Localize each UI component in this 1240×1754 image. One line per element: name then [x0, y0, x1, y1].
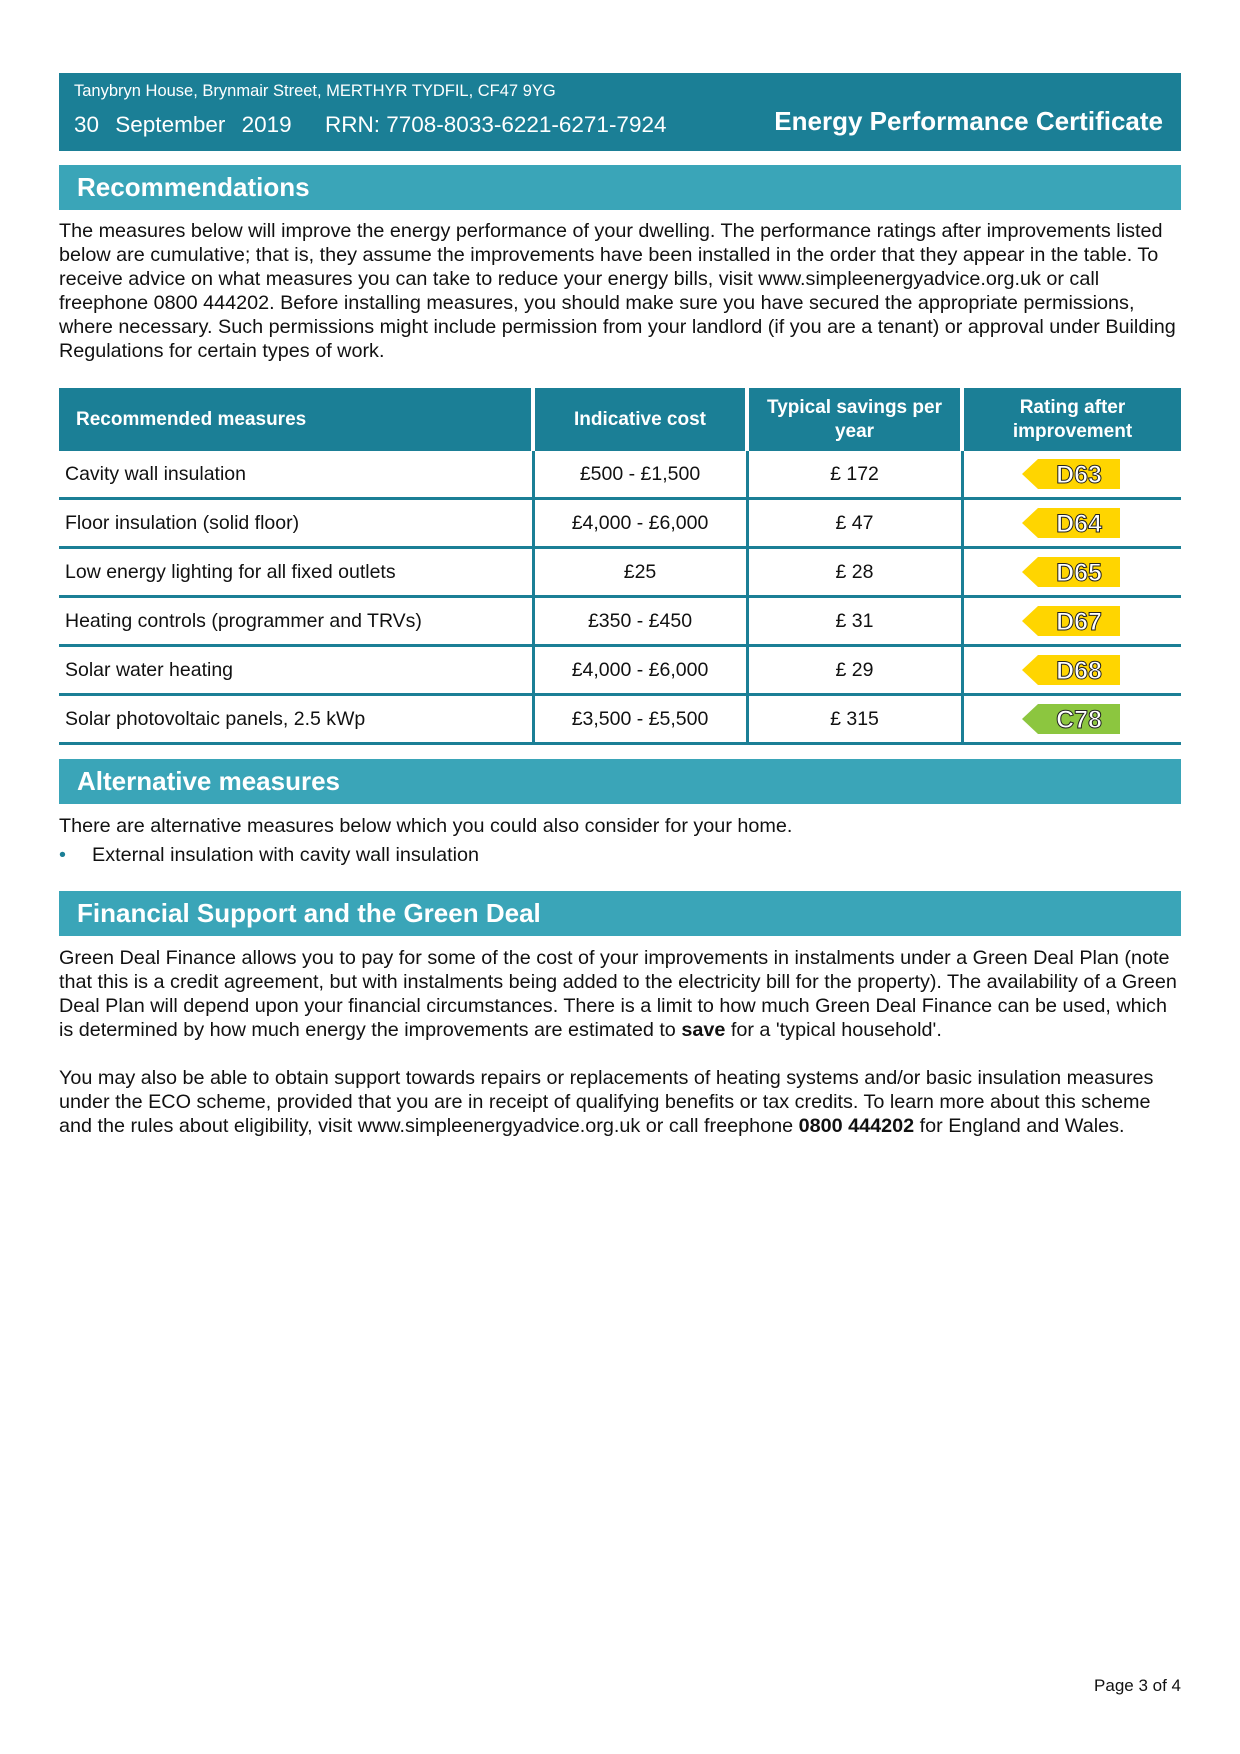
- cost: £4,000 - £6,000: [531, 645, 747, 696]
- paragraph: You may also be able to obtain support t…: [59, 1066, 1184, 1138]
- badge-arrow: [1022, 704, 1121, 734]
- header-band: Tanybryn House, Brynmair Street, MERTHYR…: [59, 73, 1181, 151]
- financial-text: Green Deal Finance allows you to pay for…: [59, 946, 1184, 1162]
- badge-arrow: [1022, 557, 1121, 587]
- recommendations-table: Recommended measures Indicative cost Typic…: [59, 388, 1181, 745]
- header-row: Recommended measures Indicative cost Typic…: [59, 388, 1181, 451]
- cost: £3,500 - £5,500: [531, 694, 747, 745]
- alt-list: • External insulation with cavity wall in…: [59, 844, 1179, 867]
- text: for England and Wales.: [914, 1115, 1125, 1137]
- savings: £ 172: [745, 451, 962, 500]
- rrn: RRN: 7708-8033-6221-6271-7924: [325, 112, 667, 137]
- rating-cell: D68: [960, 645, 1181, 696]
- table-row: Cavity wall insulation £500 - £1,500 £ 172…: [59, 451, 1181, 500]
- section-heading: Alternative measures: [59, 759, 1181, 804]
- measure: Heating controls (programmer and TRVs): [59, 596, 533, 647]
- rating-cell: D63: [960, 451, 1181, 500]
- column-header: Recommended measures: [59, 388, 533, 451]
- rating-badge: C78: [1022, 704, 1121, 735]
- column-header: Typical savings per year: [745, 388, 962, 451]
- rating: D64: [1056, 510, 1102, 538]
- text: You may also be able to obtain support t…: [59, 1067, 1154, 1137]
- badge-arrow: [1022, 655, 1121, 685]
- bullet: •: [59, 844, 66, 866]
- address: Tanybryn House, Brynmair Street, MERTHYR…: [74, 82, 556, 100]
- savings: £ 31: [745, 596, 962, 647]
- rating-cell: D67: [960, 596, 1181, 647]
- table-row: Solar photovoltaic panels, 2.5 kWp £3,500…: [59, 694, 1181, 745]
- bold-text: 0800 444202: [798, 1115, 915, 1137]
- intro-text: The measures below will improve the ener…: [59, 220, 1176, 362]
- measure: Solar photovoltaic panels, 2.5 kWp: [59, 694, 533, 745]
- section-heading: Recommendations: [59, 165, 1181, 210]
- table-row: Solar water heating £4,000 - £6,000 £ 29 D6…: [59, 645, 1181, 696]
- alt-intro: There are alternative measures below whi…: [59, 815, 793, 837]
- measure: Cavity wall insulation: [59, 451, 533, 500]
- rating-cell: D65: [960, 547, 1181, 598]
- rating-badge: D65: [1022, 557, 1121, 588]
- rating-cell: D64: [960, 498, 1181, 549]
- rating: D68: [1056, 657, 1102, 685]
- badge-arrow: [1022, 508, 1121, 538]
- text: for a 'typical household'.: [725, 1019, 942, 1041]
- savings: £ 47: [745, 498, 962, 549]
- table-row: Low energy lighting for all fixed outlet…: [59, 547, 1181, 598]
- bold-text: save: [681, 1019, 726, 1041]
- cost: £350 - £450: [531, 596, 747, 647]
- date: 30 September 2019: [74, 112, 292, 137]
- cost: £500 - £1,500: [531, 451, 747, 500]
- badge-arrow: [1022, 606, 1121, 636]
- savings: £ 315: [745, 694, 962, 745]
- rating-cell: C78: [960, 694, 1181, 745]
- doc-title: Energy Performance Certificate: [774, 106, 1163, 136]
- rating: C78: [1056, 706, 1102, 734]
- rating-badge: D68: [1022, 655, 1121, 686]
- rating: D67: [1056, 608, 1102, 636]
- rating-badge: D67: [1022, 606, 1121, 637]
- paragraph: Green Deal Finance allows you to pay for…: [59, 946, 1184, 1042]
- rating: D65: [1056, 559, 1102, 587]
- alt-text: External insulation with cavity wall ins…: [92, 844, 480, 866]
- rating-badge: D64: [1022, 508, 1121, 539]
- cost: £4,000 - £6,000: [531, 498, 747, 549]
- measure: Floor insulation (solid floor): [59, 498, 533, 549]
- text: Green Deal Finance allows you to pay for…: [59, 947, 1177, 1041]
- cost: £25: [531, 547, 747, 598]
- section-heading: Financial Support and the Green Deal: [59, 891, 1181, 936]
- alt-item: • External insulation with cavity wall in…: [59, 844, 1179, 867]
- savings: £ 29: [745, 645, 962, 696]
- column-header: Rating after improvement: [960, 388, 1181, 451]
- column-header: Indicative cost: [531, 388, 747, 451]
- table-row: Floor insulation (solid floor) £4,000 - £…: [59, 498, 1181, 549]
- measure: Solar water heating: [59, 645, 533, 696]
- table-row: Heating controls (programmer and TRVs) £3…: [59, 596, 1181, 647]
- savings: £ 28: [745, 547, 962, 598]
- rating: D63: [1056, 461, 1102, 489]
- rating-badge: D63: [1022, 459, 1121, 490]
- measure: Low energy lighting for all fixed outlet…: [59, 547, 533, 598]
- page-number: Page 3 of 4: [1094, 1676, 1181, 1695]
- badge-arrow: [1022, 459, 1121, 489]
